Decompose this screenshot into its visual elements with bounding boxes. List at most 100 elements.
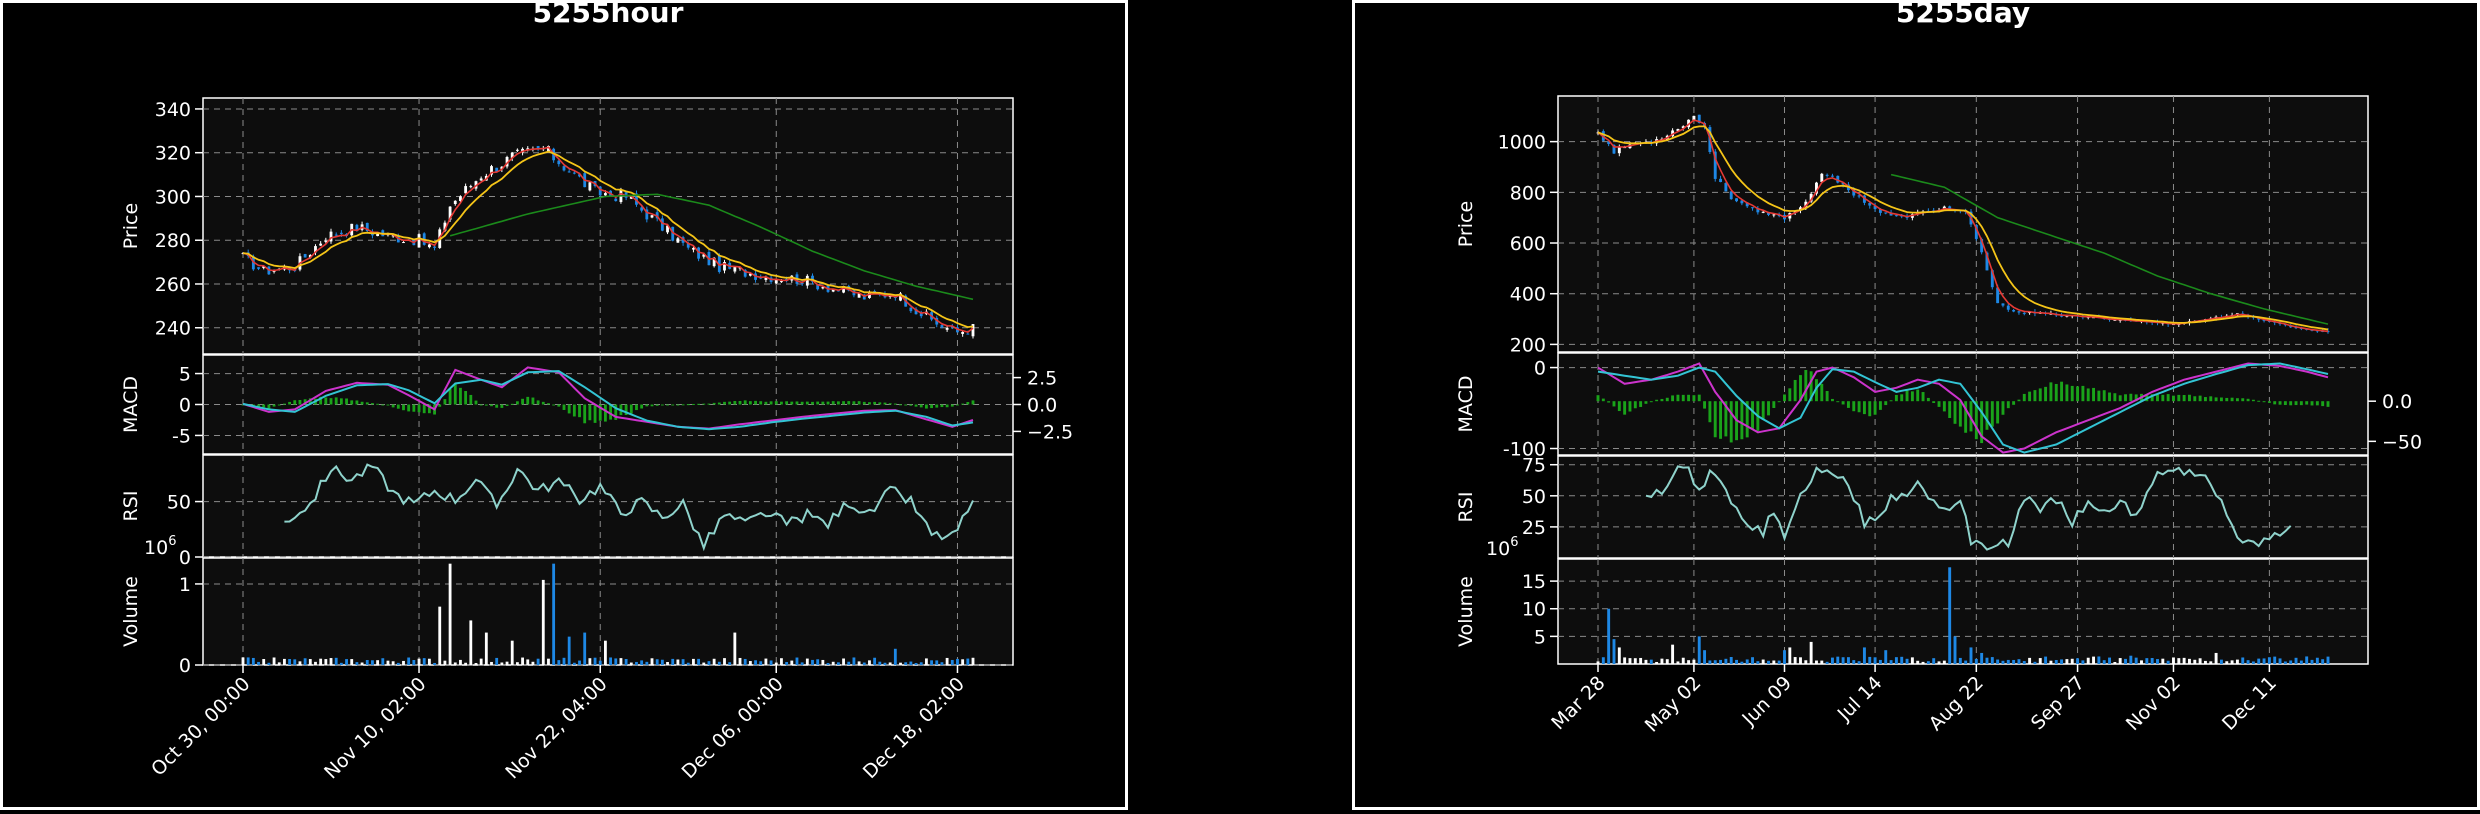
histogram-bar: [2166, 394, 2170, 402]
histogram-bar: [868, 402, 871, 405]
volume-bar: [1825, 661, 1829, 664]
histogram-bar: [723, 401, 726, 405]
volume-bar: [2070, 658, 2074, 664]
histogram-bar: [303, 399, 307, 405]
histogram-bar: [396, 404, 400, 409]
volume-bar: [2326, 656, 2330, 664]
volume-offset-text: 106: [144, 534, 176, 559]
histogram-bar: [1809, 371, 1813, 402]
candle-body: [1713, 151, 1717, 179]
volume-bar: [2097, 656, 2101, 664]
candle-body: [842, 286, 845, 293]
histogram-bar: [484, 404, 488, 406]
volume-bar: [376, 660, 380, 665]
histogram-bar: [660, 404, 664, 406]
candle-body: [919, 313, 923, 317]
candle-body: [427, 244, 431, 248]
volume-bar: [2315, 657, 2319, 664]
histogram-bar: [490, 404, 493, 407]
volume-bar: [371, 660, 374, 665]
histogram-bar: [1644, 401, 1648, 404]
candle-body: [417, 234, 421, 248]
histogram-bar: [2161, 394, 2165, 402]
volume-bar: [552, 563, 556, 665]
histogram-bar: [1788, 388, 1792, 402]
volume-bar: [723, 658, 726, 665]
candle-body: [660, 218, 664, 231]
candle-body: [1761, 211, 1765, 213]
volume-bar: [1878, 659, 1882, 664]
volume-bar: [329, 658, 333, 665]
volume-bar: [2225, 661, 2229, 664]
price-tick-label: 300: [155, 186, 191, 208]
histogram-bar: [2326, 401, 2330, 407]
volume-bar: [2049, 660, 2053, 664]
volume-bar: [433, 662, 436, 665]
histogram-bar: [1761, 401, 1765, 421]
candle-body: [686, 243, 690, 248]
candle-body: [1878, 208, 1882, 213]
volume-bar: [1660, 658, 1664, 664]
histogram-bar: [961, 403, 965, 405]
histogram-bar: [904, 404, 908, 406]
candle-body: [365, 222, 369, 231]
candle-body: [376, 232, 380, 237]
volume-bar: [505, 661, 509, 665]
histogram-bar: [2219, 397, 2223, 402]
volume-bar: [899, 662, 902, 665]
candle-body: [598, 186, 602, 196]
volume-bar: [1799, 657, 1802, 664]
volume-bar: [1639, 657, 1643, 664]
histogram-bar: [578, 404, 581, 418]
histogram-bar: [2124, 394, 2127, 402]
volume-bar: [945, 657, 949, 665]
chart-svg: 5255hour 240 260 280 300 320 340 Price -5 0 5 MACD −…: [0, 0, 1128, 810]
signal-line: [242, 370, 974, 431]
histogram-bar: [676, 404, 680, 406]
candle-body: [676, 238, 680, 243]
histogram-bar: [2070, 385, 2074, 402]
histogram-bar: [909, 404, 913, 406]
volume-bar: [1724, 658, 1728, 664]
candle-body: [650, 215, 654, 218]
volume-bar: [572, 662, 576, 665]
price-tick-label: 240: [155, 318, 191, 340]
candle-body: [723, 262, 726, 271]
histogram-bar: [2086, 388, 2090, 402]
candle-body: [1612, 144, 1616, 154]
volume-bar: [2006, 659, 2010, 664]
histogram-bar: [1719, 401, 1723, 439]
volume-bar: [692, 658, 695, 665]
histogram-bar: [754, 400, 757, 405]
volume-bar: [2203, 660, 2207, 664]
candle-body: [500, 166, 504, 170]
volume-bar: [567, 636, 571, 665]
macd-tick-label: 0: [1534, 358, 1546, 380]
histogram-bar: [1639, 401, 1643, 407]
histogram-bar: [2198, 395, 2202, 402]
histogram-bar: [728, 401, 732, 405]
histogram-bar: [1607, 401, 1611, 403]
x-tick-label: Aug 22: [1925, 672, 1988, 735]
histogram-bar: [2134, 394, 2138, 402]
histogram-bar: [500, 404, 504, 408]
volume-bar: [1644, 659, 1648, 664]
volume-bar: [1649, 659, 1653, 664]
volume-bar: [2108, 657, 2111, 664]
candle-body: [805, 275, 809, 286]
candle-body: [800, 282, 804, 285]
histogram-bar: [826, 401, 830, 405]
histogram-bar: [1676, 394, 1680, 402]
macd-line: [242, 366, 974, 430]
volume-bar: [681, 659, 685, 665]
histogram-bar: [2022, 393, 2026, 402]
volume-tick-label: 15: [1522, 571, 1546, 593]
volume-bar: [1783, 650, 1786, 664]
volume-bar: [2033, 661, 2037, 664]
histogram-bar: [298, 399, 302, 405]
volume-bar: [888, 662, 892, 665]
volume-bars: [1596, 567, 2330, 664]
histogram-bar: [2251, 399, 2255, 402]
volume-bar: [1873, 657, 1877, 664]
macd-right-tick-label: 0.0: [2382, 391, 2412, 413]
